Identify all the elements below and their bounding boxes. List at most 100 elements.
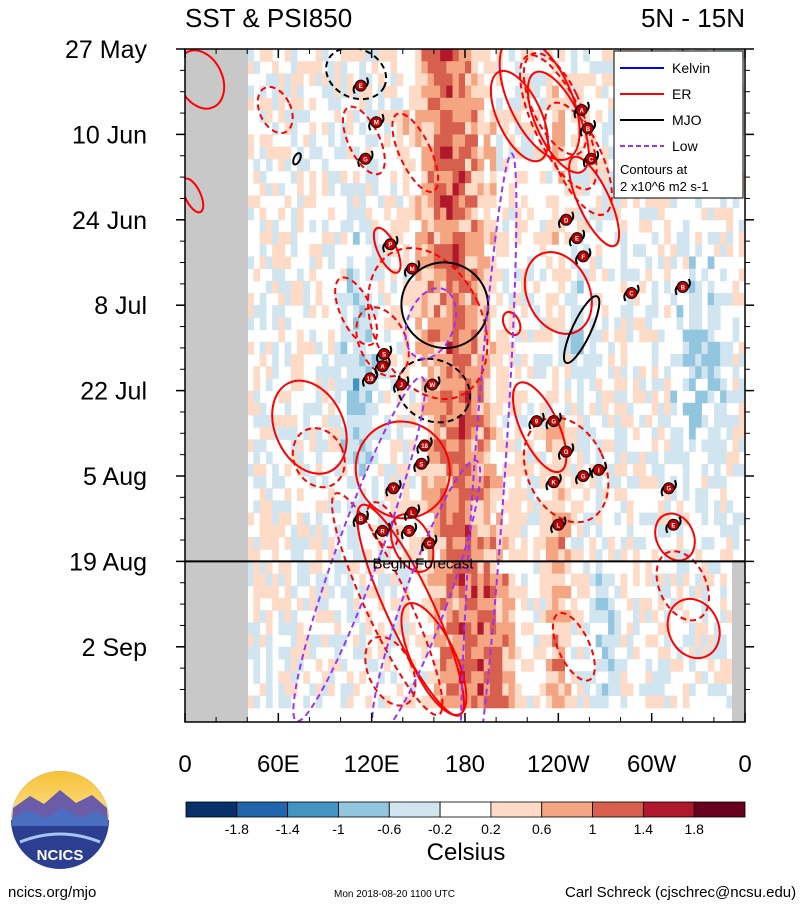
sst-cell (720, 378, 727, 392)
sst-cell (353, 439, 360, 453)
sst-cell (402, 256, 410, 270)
sst-cell (427, 390, 435, 404)
sst-cell (265, 512, 273, 526)
sst-cell (720, 476, 727, 489)
sst-cell (720, 293, 727, 306)
sst-cell (390, 268, 398, 282)
sst-cell (521, 134, 528, 148)
sst-cell (421, 85, 429, 99)
sst-cell (284, 293, 292, 306)
sst-cell (340, 61, 348, 74)
sst-cell (328, 549, 335, 562)
er-contour (498, 49, 581, 162)
sst-cell (707, 366, 715, 379)
footer-url[interactable]: ncics.org/mjo (8, 884, 97, 901)
sst-cell (452, 451, 460, 465)
sst-cell (340, 354, 348, 367)
sst-cell (303, 671, 310, 684)
sst-cell (701, 476, 709, 489)
er-contour (544, 101, 613, 216)
sst-cell (321, 610, 329, 623)
sst-cell (614, 476, 622, 489)
sst-cell (471, 85, 478, 99)
sst-cell (427, 354, 435, 367)
sst-cell (676, 427, 684, 440)
sst-cell (421, 280, 429, 294)
sst-cell (489, 341, 497, 355)
sst-cell (713, 439, 721, 453)
sst-cell (577, 537, 584, 550)
sst-cell (340, 49, 348, 62)
sst-cell (452, 85, 460, 99)
sst-cell (633, 646, 640, 660)
sst-cell (247, 341, 254, 355)
sst-cell (496, 73, 503, 87)
sst-cell (489, 524, 497, 538)
sst-cell (601, 659, 609, 672)
sst-cell (433, 561, 441, 575)
storm-id: B (359, 517, 364, 523)
sst-cell (570, 207, 578, 221)
sst-cell (545, 171, 553, 184)
sst-cell (521, 329, 528, 343)
sst-cell (521, 451, 528, 465)
sst-cell (489, 256, 497, 270)
sst-cell (359, 61, 366, 74)
sst-cell (452, 341, 460, 355)
sst-cell (502, 585, 510, 599)
sst-cell (315, 390, 323, 404)
sst-cell (290, 537, 298, 550)
sst-cell (489, 171, 497, 184)
sst-cell (477, 329, 485, 343)
sst-cell (508, 500, 516, 514)
sst-cell (620, 415, 628, 428)
sst-cell (608, 354, 615, 367)
sst-cell (713, 244, 721, 257)
sst-cell (533, 354, 541, 367)
sst-cell (695, 402, 702, 416)
sst-cell (726, 659, 734, 672)
sst-cell (247, 305, 254, 318)
sst-cell (272, 524, 279, 538)
sst-cell (253, 378, 261, 392)
storm-eye (592, 463, 605, 476)
sst-cell (707, 354, 715, 367)
sst-cell (433, 427, 441, 440)
sst-cell (521, 537, 528, 550)
sst-cell (272, 268, 279, 282)
sst-cell (278, 280, 286, 294)
colorbar-label: -1.8 (225, 821, 249, 837)
sst-cell (458, 390, 466, 404)
sst-cell (589, 317, 597, 331)
sst-cell (265, 49, 273, 62)
sst-cell (496, 232, 503, 245)
sst-cell (440, 183, 447, 196)
sst-cell (259, 573, 267, 587)
sst-cell (701, 610, 709, 623)
sst-cell (620, 488, 628, 501)
sst-cell (695, 195, 702, 209)
sst-cell (371, 427, 379, 440)
sst-cell (483, 561, 491, 575)
storm-eye (577, 470, 590, 482)
storm-eye (376, 360, 389, 373)
sst-cell (657, 195, 665, 209)
sst-cell (552, 366, 559, 379)
sst-cell (452, 378, 460, 392)
sst-cell (427, 573, 435, 587)
sst-cell (651, 476, 659, 489)
sst-cell (720, 195, 727, 209)
sst-cell (577, 280, 584, 294)
sst-cell (651, 341, 659, 355)
sst-cell (465, 280, 472, 294)
sst-cell (552, 439, 559, 453)
sst-cell (713, 366, 721, 379)
sst-cell (489, 305, 497, 318)
sst-cell (259, 244, 267, 257)
storm-marker: S (375, 345, 393, 363)
sst-cell (670, 293, 678, 306)
sst-cell (614, 451, 622, 465)
sst-cell (346, 207, 354, 221)
sst-cell (290, 293, 298, 306)
sst-cell (552, 573, 559, 587)
